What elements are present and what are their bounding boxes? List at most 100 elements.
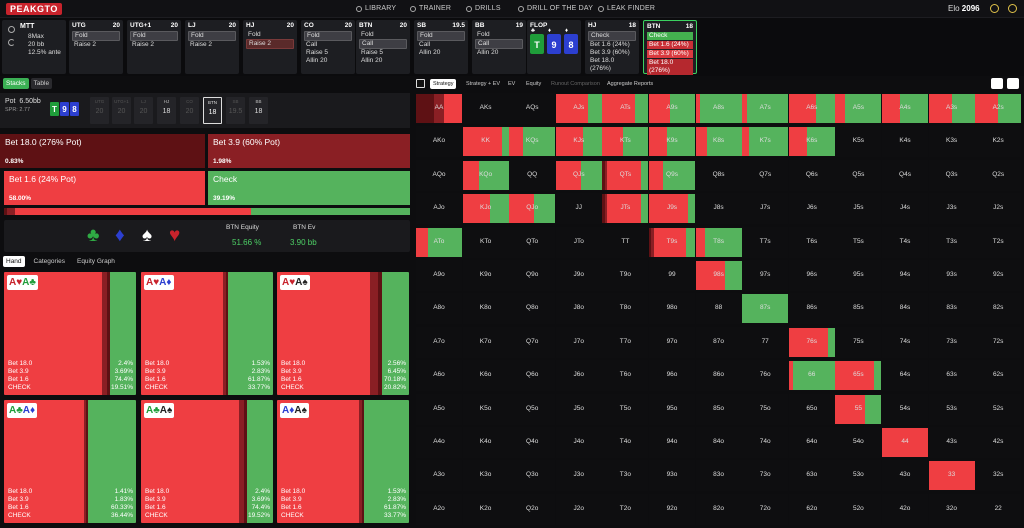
- hand-cell[interactable]: 86o: [695, 360, 742, 392]
- hand-cell[interactable]: Q3s: [928, 159, 975, 191]
- hand-cell[interactable]: T3o: [602, 460, 649, 492]
- stack-chip-hj[interactable]: HJ 18: [157, 97, 176, 124]
- hand-cell[interactable]: A3o: [416, 460, 462, 492]
- action-option[interactable]: Bet 3.9 (60%): [647, 50, 693, 58]
- hand-cell[interactable]: T9o: [602, 260, 649, 291]
- hand-cell[interactable]: J5s: [835, 193, 882, 225]
- hand-cell[interactable]: Q9o: [509, 260, 556, 291]
- hand-cell[interactable]: J4o: [555, 427, 602, 458]
- hand-cell[interactable]: T3s: [928, 226, 975, 258]
- hand-cell[interactable]: Q4o: [509, 427, 556, 458]
- peakgto-logo[interactable]: PEAKGTO: [6, 3, 62, 15]
- hand-cell[interactable]: JTs: [602, 193, 649, 225]
- hand-cell[interactable]: J8o: [555, 293, 602, 325]
- action-option[interactable]: Check: [588, 31, 636, 41]
- combo-card[interactable]: A♥A♦ Bet 18.0 Bet 3.9 Bet 1.6 CHECK 1.53% 2.83…: [141, 272, 273, 395]
- hand-cell[interactable]: 94o: [649, 427, 695, 458]
- hand-cell[interactable]: T4o: [602, 427, 649, 458]
- hand-cell[interactable]: 98s: [695, 260, 742, 291]
- hand-cell[interactable]: J3o: [555, 460, 602, 492]
- action-option[interactable]: Bet 18.0 (276%): [647, 59, 693, 75]
- action-option[interactable]: Call: [419, 41, 431, 48]
- hand-cell[interactable]: A5o: [416, 393, 462, 425]
- hand-cell[interactable]: K7s: [742, 126, 789, 158]
- hand-cell[interactable]: J2o: [555, 493, 602, 525]
- hand-cell[interactable]: A4s: [882, 93, 928, 124]
- hand-cell[interactable]: J8s: [695, 193, 742, 225]
- hand-cell[interactable]: 98o: [649, 293, 695, 325]
- hand-cell[interactable]: K6o: [462, 360, 509, 392]
- hand-cell[interactable]: 64o: [788, 427, 835, 458]
- hand-cell[interactable]: K2s: [975, 126, 1022, 158]
- hand-cell[interactable]: 65o: [788, 393, 835, 425]
- hand-cell[interactable]: Q6o: [509, 360, 556, 392]
- hand-cell[interactable]: K4o: [462, 427, 509, 458]
- hand-cell[interactable]: 75o: [742, 393, 789, 425]
- hand-cell[interactable]: J5o: [555, 393, 602, 425]
- action-bet-1-6[interactable]: Bet 1.6 (24% Pot) 58.00%: [4, 171, 205, 205]
- hand-cell[interactable]: 72o: [742, 493, 789, 525]
- hand-cell[interactable]: 42s: [975, 427, 1022, 458]
- refresh-icon[interactable]: [8, 39, 15, 46]
- hand-cell[interactable]: AJo: [416, 193, 462, 225]
- tab-stacks[interactable]: Stacks: [3, 78, 29, 89]
- spade-icon[interactable]: ♠: [142, 225, 153, 246]
- position-sb[interactable]: SB 19.5 Fold Call Allin 20: [414, 20, 468, 74]
- hand-cell[interactable]: 52o: [835, 493, 882, 525]
- hand-cell[interactable]: 77: [742, 326, 789, 358]
- hand-cell[interactable]: K5o: [462, 393, 509, 425]
- position-co[interactable]: CO 20 Fold Call Raise 5 Allin 20: [301, 20, 355, 74]
- hand-cell[interactable]: 85s: [835, 293, 882, 325]
- hand-cell[interactable]: 96o: [649, 360, 695, 392]
- hand-cell[interactable]: KJs: [555, 126, 602, 158]
- hand-cell[interactable]: 93o: [649, 460, 695, 492]
- tab-ev[interactable]: EV: [508, 81, 516, 87]
- action-bet-18-0[interactable]: Bet 18.0 (276% Pot) 0.83%: [0, 134, 205, 168]
- hand-cell[interactable]: QTo: [509, 226, 556, 258]
- stack-chip-btn[interactable]: BTN 18: [203, 97, 222, 124]
- action-option[interactable]: Call: [475, 39, 523, 49]
- hand-cell[interactable]: 65s: [835, 360, 882, 392]
- hand-cell[interactable]: 76s: [788, 326, 835, 358]
- hand-cell[interactable]: 92s: [975, 260, 1022, 291]
- hand-cell[interactable]: 53o: [835, 460, 882, 492]
- hand-cell[interactable]: T7o: [602, 326, 649, 358]
- flop-board[interactable]: FLOP ♣ T ♦ 9 ♦ 8: [527, 20, 581, 74]
- hand-cell[interactable]: 32o: [928, 493, 975, 525]
- hand-cell[interactable]: A2o: [416, 493, 462, 525]
- hand-cell[interactable]: J9o: [555, 260, 602, 291]
- action-option[interactable]: Fold: [304, 31, 352, 41]
- toggle-icon[interactable]: [416, 79, 425, 88]
- hand-cell[interactable]: 55: [835, 393, 882, 425]
- hand-cell[interactable]: AKo: [416, 126, 462, 158]
- account-icon[interactable]: [1008, 4, 1017, 13]
- stack-chip-sb[interactable]: SB 19.5: [226, 97, 245, 124]
- action-option[interactable]: Allin 20: [477, 49, 499, 56]
- hand-cell[interactable]: T9s: [649, 226, 695, 258]
- tab-categories[interactable]: Categories: [33, 258, 65, 265]
- hand-cell[interactable]: T5s: [835, 226, 882, 258]
- stack-chip-utg[interactable]: UTG 20: [90, 97, 109, 124]
- position-hj[interactable]: HJ 18 Check Bet 1.6 (24%) Bet 3.9 (60%) Bet 1…: [585, 20, 639, 74]
- hand-cell[interactable]: QTs: [602, 159, 649, 191]
- hand-cell[interactable]: A9o: [416, 260, 462, 291]
- hand-cell[interactable]: ATs: [602, 93, 649, 124]
- hand-cell[interactable]: Q7s: [742, 159, 789, 191]
- share-icon[interactable]: [991, 78, 1003, 89]
- hand-cell[interactable]: A6s: [788, 93, 835, 124]
- hand-cell[interactable]: T2o: [602, 493, 649, 525]
- nav-trainer[interactable]: TRAINER: [410, 5, 451, 12]
- hand-cell[interactable]: T6s: [788, 226, 835, 258]
- hand-cell[interactable]: K9o: [462, 260, 509, 291]
- hand-cell[interactable]: K2o: [462, 493, 509, 525]
- hand-cell[interactable]: K9s: [649, 126, 695, 158]
- hand-cell[interactable]: 33: [928, 460, 975, 492]
- tab-strategy-ev[interactable]: Strategy + EV: [466, 81, 501, 87]
- hand-cell[interactable]: KQo: [462, 159, 509, 191]
- hand-cell[interactable]: 84s: [882, 293, 928, 325]
- hand-cell[interactable]: 43s: [928, 427, 975, 458]
- hand-cell[interactable]: Q7o: [509, 326, 556, 358]
- hand-cell[interactable]: 22: [975, 493, 1022, 525]
- hand-cell[interactable]: 62o: [788, 493, 835, 525]
- hand-cell[interactable]: J9s: [649, 193, 695, 225]
